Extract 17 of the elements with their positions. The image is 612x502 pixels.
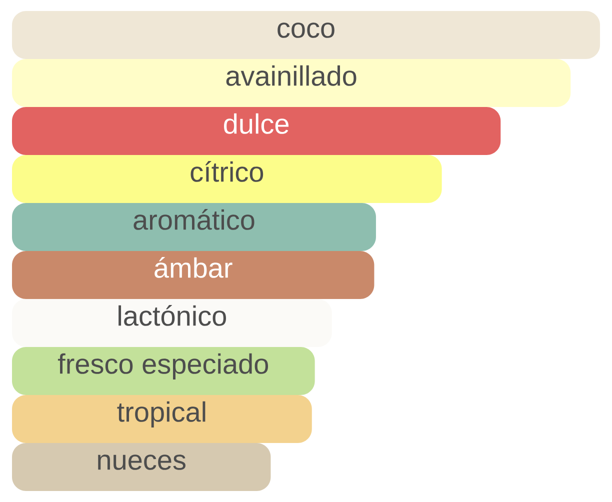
y-tick-label: dulce	[224, 113, 289, 134]
bar	[12, 395, 312, 444]
y-tick-label: avainillado	[226, 65, 356, 86]
bar	[12, 443, 271, 492]
bar	[12, 155, 442, 204]
y-tick-label: cítrico	[190, 161, 264, 182]
bar	[12, 203, 376, 252]
y-tick-label: aromático	[134, 209, 254, 230]
bar	[12, 107, 501, 156]
y-tick-label: tropical	[117, 401, 206, 428]
bar	[12, 59, 571, 108]
bar	[12, 11, 600, 60]
y-tick-label: lactónico	[118, 305, 226, 326]
y-tick-label: fresco especiado	[58, 353, 268, 380]
y-tick-label: coco	[278, 22, 334, 38]
y-tick-label: ámbar	[154, 257, 232, 278]
y-tick-label: nueces	[98, 454, 186, 470]
